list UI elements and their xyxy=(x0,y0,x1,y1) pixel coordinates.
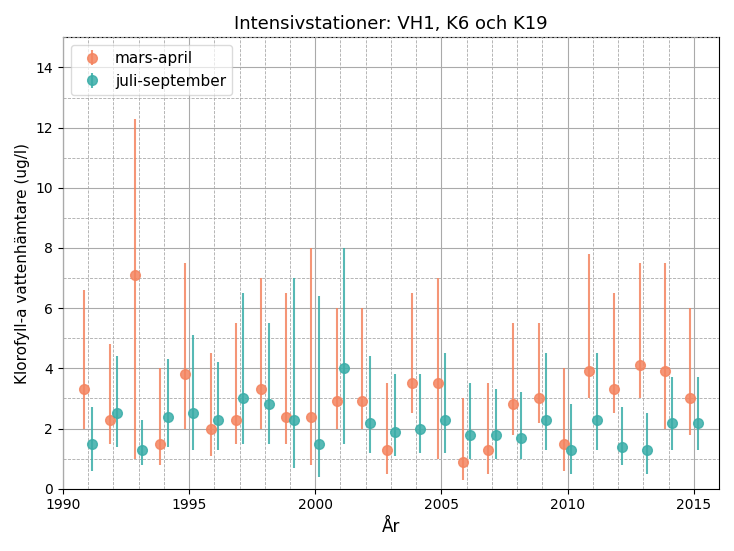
Title: Intensivstationer: VH1, K6 och K19: Intensivstationer: VH1, K6 och K19 xyxy=(234,15,548,33)
Legend: mars-april, juli-september: mars-april, juli-september xyxy=(70,45,232,95)
X-axis label: År: År xyxy=(382,518,400,536)
Y-axis label: Klorofyll-a vattenhämtare (ug/l): Klorofyll-a vattenhämtare (ug/l) xyxy=(15,143,30,383)
